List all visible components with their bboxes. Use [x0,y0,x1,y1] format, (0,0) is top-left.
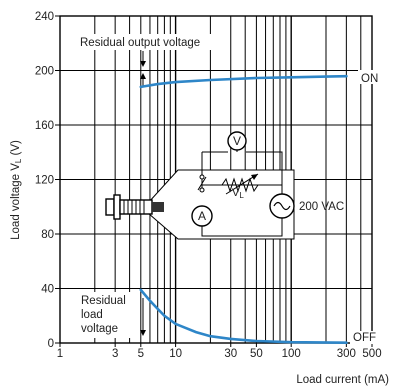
tick-labels: 0 40 80 120 160 200 240 1 3 5 10 30 50 100 300 500 [35,11,382,360]
y-tick-label: 200 [35,66,54,78]
x-tick-label: 300 [337,348,356,360]
x-tick-label: 30 [224,348,237,360]
annotations: Residual output voltage Residual load vo… [78,34,228,338]
residual-load-voltage-label-1: Residual [81,295,126,307]
residual-load-voltage-label-3: voltage [81,323,118,335]
x-tick-label: 5 [138,348,144,360]
x-tick-label: 50 [250,348,263,360]
series-label-on: ON [361,73,378,85]
x-axis-title: Load current (mA) [296,374,389,386]
source-label: 200 VAC [299,201,344,213]
vl-label: VL [232,187,244,200]
series-line-on [139,74,348,89]
series-label-off: OFF [353,332,376,344]
x-tick-label: 10 [169,348,182,360]
proximity-sensor-icon [105,194,164,220]
x-tick-label: 100 [282,348,301,360]
y-tick-label: 40 [41,284,54,296]
y-axis-title: Load voltage VL (V) [10,140,23,240]
residual-load-voltage-label-2: load [81,309,103,321]
voltmeter-label: V [233,134,241,148]
y-tick-label: 240 [35,11,54,23]
x-tick-label: 1 [57,348,63,360]
y-tick-label: 160 [35,120,54,132]
y-tick-label: 80 [41,229,54,241]
data-series [139,74,348,344]
x-tick-label: 500 [362,348,381,360]
residual-output-voltage-label: Residual output voltage [80,37,200,49]
x-tick-label: 3 [112,348,118,360]
y-tick-label: 120 [35,175,54,187]
y-tick-label: 0 [48,338,54,350]
series-line-off [139,288,348,344]
test-circuit-inset: V A 200 VAC VL [105,131,344,240]
ammeter-label: A [198,209,206,223]
